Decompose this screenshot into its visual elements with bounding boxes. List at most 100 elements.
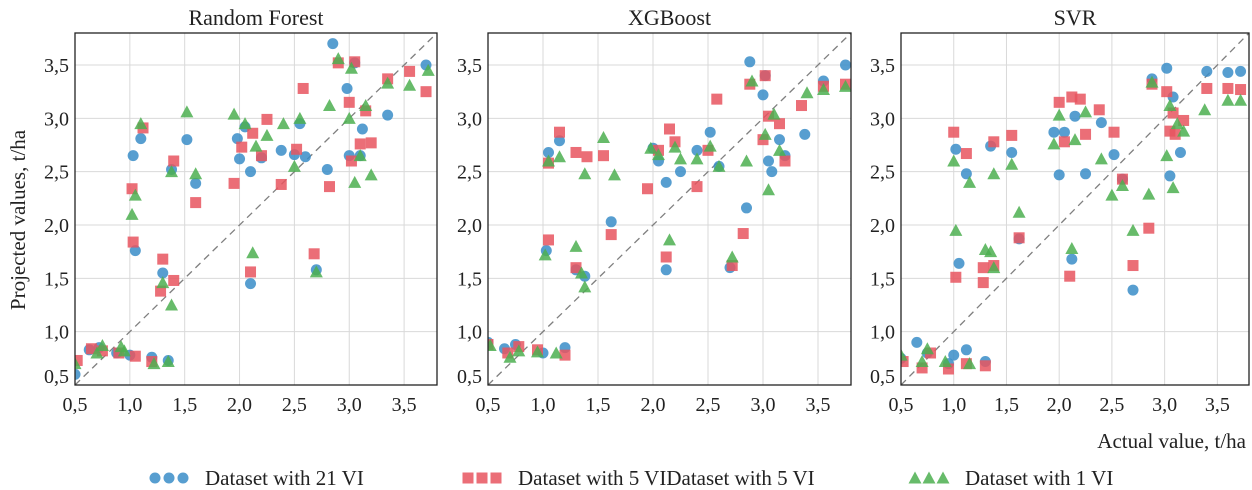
data-point: [1074, 93, 1086, 105]
data-point: [598, 150, 609, 162]
data-point: [359, 99, 373, 112]
data-point: [275, 178, 287, 190]
data-point: [168, 155, 180, 167]
data-point: [308, 248, 320, 260]
data-point: [984, 245, 998, 258]
data-point: [354, 138, 366, 150]
legend-marker: [163, 472, 175, 484]
data-point: [942, 363, 954, 375]
data-point: [1093, 104, 1105, 116]
data-point: [664, 123, 675, 135]
data-point: [1108, 149, 1120, 161]
legend: Dataset with 21 VI Dataset with 5 VIDatas…: [149, 466, 1113, 490]
y-tick-label: 3,5: [457, 55, 482, 77]
legend-item-2: Dataset with 5 VIDataset with 5 VI: [462, 466, 815, 490]
y-tick-label: 1,5: [44, 268, 69, 290]
data-point: [249, 139, 263, 152]
data-point: [763, 155, 774, 167]
data-point: [712, 159, 726, 172]
x-tick-label: 1,5: [586, 394, 611, 416]
panel-1: 0,5 1,0 1,0 1,5 1,5 2,0 2,0 2,5 2,5 3,0 3,0 3,5 3,5 0…: [44, 5, 438, 416]
data-point: [420, 86, 432, 98]
panel-title: XGBoost: [628, 5, 711, 30]
y-tick-label: 3,5: [44, 55, 69, 77]
data-point: [1047, 137, 1061, 150]
data-point: [575, 266, 588, 279]
y-tick-label: 2,5: [870, 162, 895, 184]
data-point: [261, 113, 273, 125]
data-point: [759, 70, 771, 82]
x-tick-label: 0,5: [476, 394, 501, 416]
data-point: [938, 355, 952, 368]
data-point: [1145, 75, 1159, 88]
data-point: [817, 83, 830, 96]
data-point: [165, 298, 179, 311]
data-point: [128, 188, 142, 201]
data-point: [977, 262, 989, 274]
x-tick-label: 2,0: [227, 394, 252, 416]
y-tick-label: 3,0: [44, 108, 69, 130]
data-point: [512, 344, 526, 357]
series-triangle: [901, 75, 1248, 370]
data-point: [181, 134, 193, 146]
data-point: [1006, 129, 1018, 141]
data-point: [554, 135, 565, 147]
data-point: [1080, 128, 1092, 140]
data-point: [327, 38, 339, 50]
data-point: [1169, 128, 1181, 140]
data-point: [1013, 232, 1025, 244]
series-triangle: [488, 74, 851, 363]
identity-line: [900, 32, 1250, 386]
x-tick-label: 2,5: [696, 394, 721, 416]
data-point: [726, 260, 738, 272]
data-point: [161, 355, 175, 368]
data-point: [228, 177, 240, 189]
data-point: [157, 253, 169, 265]
data-point: [554, 126, 565, 138]
y-tick-label: 2,0: [457, 215, 482, 237]
legend-marker: [149, 472, 161, 484]
data-point: [703, 139, 717, 152]
legend-item-3: Dataset with 1 VI: [908, 466, 1113, 490]
data-point: [1235, 65, 1247, 77]
data-point: [127, 236, 139, 248]
x-tick-label: 1,0: [531, 394, 556, 416]
data-point: [238, 117, 252, 130]
data-point: [1221, 93, 1235, 106]
data-point: [421, 63, 435, 76]
x-tick-label: 3,0: [337, 394, 362, 416]
data-point: [488, 339, 497, 352]
legend-marker: [476, 472, 488, 484]
y-tick-label: 0,5: [457, 366, 482, 388]
y-tick-label: 2,0: [870, 215, 895, 237]
data-point: [987, 167, 1001, 180]
data-point: [255, 150, 267, 162]
data-point: [901, 348, 908, 361]
data-point: [343, 96, 355, 108]
data-point: [642, 183, 653, 195]
data-point: [553, 150, 566, 163]
data-point: [95, 339, 109, 352]
data-point: [117, 344, 131, 357]
data-point: [321, 164, 333, 176]
data-point: [356, 123, 368, 135]
y-tick-label: 0,5: [870, 366, 895, 388]
data-point: [948, 126, 960, 138]
data-point: [542, 154, 555, 167]
data-point: [578, 167, 592, 180]
data-point: [757, 89, 769, 101]
panel-title: SVR: [1054, 5, 1097, 30]
data-point: [1012, 205, 1026, 218]
data-point: [1177, 124, 1191, 137]
data-point: [502, 347, 514, 359]
data-point: [725, 250, 739, 263]
data-point: [246, 246, 260, 259]
data-point: [774, 134, 785, 146]
data-point: [915, 355, 929, 368]
data-point: [1080, 168, 1092, 180]
data-point: [691, 181, 703, 193]
data-point: [660, 251, 672, 263]
data-point: [309, 265, 323, 278]
data-point: [605, 229, 617, 241]
